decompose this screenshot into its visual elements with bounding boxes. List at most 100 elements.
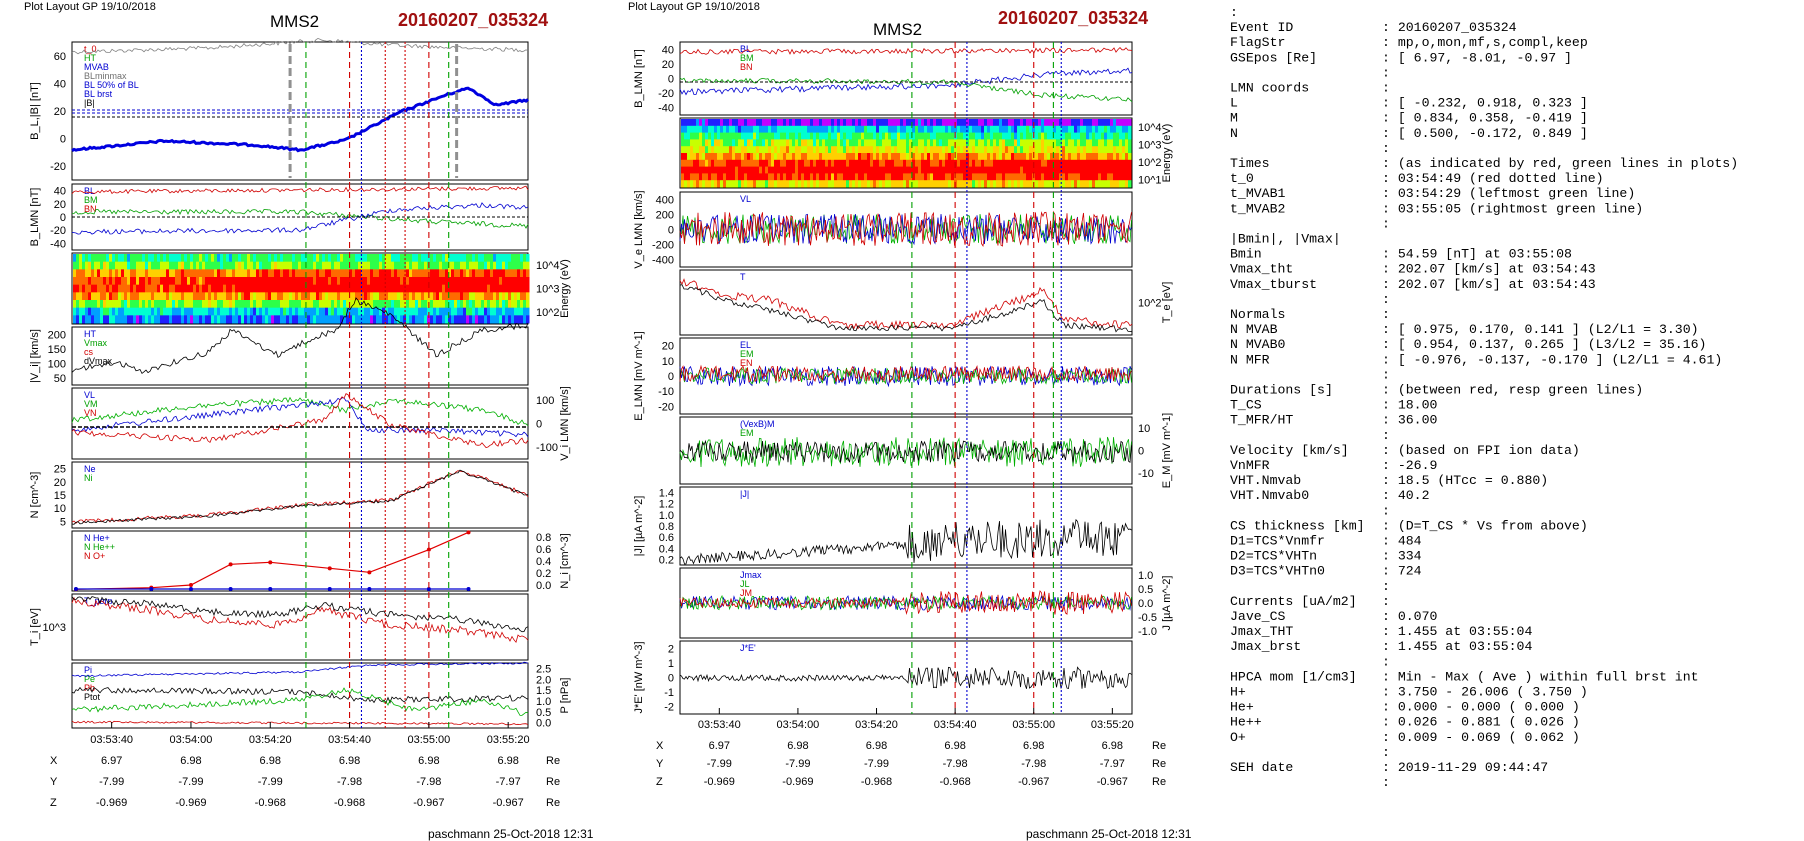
spectrogram-cell xyxy=(714,125,718,134)
spectrogram-cell xyxy=(109,292,113,301)
spectrogram-cell xyxy=(352,315,356,324)
spectrogram-cell xyxy=(846,132,850,140)
middle-tick-label: 10^2 xyxy=(1138,298,1162,310)
spectrogram-cell xyxy=(906,173,910,181)
spectrogram-cell xyxy=(711,153,715,161)
spectrogram-cell xyxy=(1068,119,1072,127)
spectrogram-cell xyxy=(322,284,326,293)
spectrogram-cell xyxy=(436,261,440,270)
spectrogram-cell xyxy=(166,284,170,293)
spectrogram-cell xyxy=(681,173,685,181)
spectrogram-cell xyxy=(154,254,158,263)
spectrogram-cell xyxy=(684,153,688,161)
spectrogram-cell xyxy=(331,292,335,301)
spectrogram-cell xyxy=(1110,132,1114,140)
spectrogram-cell xyxy=(85,307,89,316)
spectrogram-cell xyxy=(738,139,742,147)
spectrogram-cell xyxy=(996,180,1000,188)
j-mag-line xyxy=(679,518,1132,565)
left-tick-label: 0.8 xyxy=(536,532,551,544)
info-key: He+ xyxy=(1230,700,1254,715)
spectrogram-cell xyxy=(406,277,410,286)
spectrogram-cell xyxy=(1107,125,1111,134)
spectrogram-cell xyxy=(454,300,458,309)
spectrogram-cell xyxy=(1071,132,1075,140)
spectrogram-cell xyxy=(960,173,964,181)
spectrogram-cell xyxy=(520,284,524,293)
spectrogram-cell xyxy=(316,300,320,309)
spectrogram-cell xyxy=(349,284,353,293)
spectrogram-cell xyxy=(855,146,859,154)
spectrogram-cell xyxy=(714,139,718,147)
left-tick-label: 5 xyxy=(60,516,66,528)
spectrogram-cell xyxy=(307,307,311,316)
left-tick-label: 10^3 xyxy=(42,622,66,634)
spectrogram-cell xyxy=(1089,159,1093,168)
spectrogram-cell xyxy=(741,173,745,181)
spectrogram-cell xyxy=(861,139,865,147)
spectrogram-cell xyxy=(127,269,131,278)
spectrogram-cell xyxy=(376,269,380,278)
spectrogram-cell xyxy=(855,119,859,127)
spectrogram-cell xyxy=(819,132,823,140)
spectrogram-cell xyxy=(106,261,110,270)
spectrogram-cell xyxy=(370,269,374,278)
spectrogram-cell xyxy=(121,292,125,301)
spectrogram-cell xyxy=(837,132,841,140)
spectrogram-cell xyxy=(843,146,847,154)
middle-position-value: -0.967 xyxy=(1018,776,1049,788)
spectrogram-cell xyxy=(966,153,970,161)
spectrogram-cell xyxy=(268,284,272,293)
spectrogram-cell xyxy=(753,146,757,154)
spectrogram-cell xyxy=(720,159,724,168)
spectrogram-cell xyxy=(870,166,874,174)
spectrogram-cell xyxy=(1116,132,1120,140)
spectrogram-cell xyxy=(166,261,170,270)
spectrogram-cell xyxy=(750,180,754,188)
spectrogram-cell xyxy=(178,269,182,278)
spectrogram-cell xyxy=(897,166,901,174)
spectrogram-cell xyxy=(334,315,338,324)
spectrogram-cell xyxy=(894,139,898,147)
spectrogram-cell xyxy=(454,307,458,316)
spectrogram-cell xyxy=(301,284,305,293)
spectrogram-cell xyxy=(720,132,724,140)
ptot-line xyxy=(71,661,529,678)
spectrogram-cell xyxy=(430,315,434,324)
spectrogram-cell xyxy=(975,125,979,134)
spectrogram-cell xyxy=(918,125,922,134)
spectrogram-cell xyxy=(205,300,209,309)
spectrogram-cell xyxy=(205,284,209,293)
spectrogram-cell xyxy=(361,292,365,301)
middle-legend-label: |J| xyxy=(740,489,749,499)
spectrogram-cell xyxy=(181,254,185,263)
spectrogram-cell xyxy=(996,139,1000,147)
info-key: Vmax_tht xyxy=(1230,262,1293,277)
mid-bn-line xyxy=(679,67,1133,96)
spectrogram-cell xyxy=(978,119,982,127)
spectrogram-cell xyxy=(196,292,200,301)
spectrogram-cell xyxy=(903,173,907,181)
em-green-line xyxy=(679,436,1132,468)
spectrogram-cell xyxy=(717,146,721,154)
spectrogram-cell xyxy=(780,119,784,127)
left-position-value: -0.967 xyxy=(493,797,524,809)
spectrogram-cell xyxy=(328,315,332,324)
spectrogram-cell xyxy=(118,277,122,286)
spectrogram-cell xyxy=(1041,180,1045,188)
spectrogram-cell xyxy=(936,119,940,127)
spectrogram-cell xyxy=(286,307,290,316)
spectrogram-cell xyxy=(732,146,736,154)
spectrogram-cell xyxy=(376,315,380,324)
spectrogram-cell xyxy=(891,132,895,140)
spectrogram-cell xyxy=(1113,132,1117,140)
spectrogram-cell xyxy=(954,146,958,154)
spectrogram-cell xyxy=(804,119,808,127)
spectrogram-cell xyxy=(972,119,976,127)
spectrogram-cell xyxy=(358,292,362,301)
spectrogram-cell xyxy=(1032,166,1036,174)
spectrogram-cell xyxy=(442,315,446,324)
spectrogram-cell xyxy=(1047,173,1051,181)
spectrogram-cell xyxy=(493,292,497,301)
spectrogram-cell xyxy=(283,254,287,263)
